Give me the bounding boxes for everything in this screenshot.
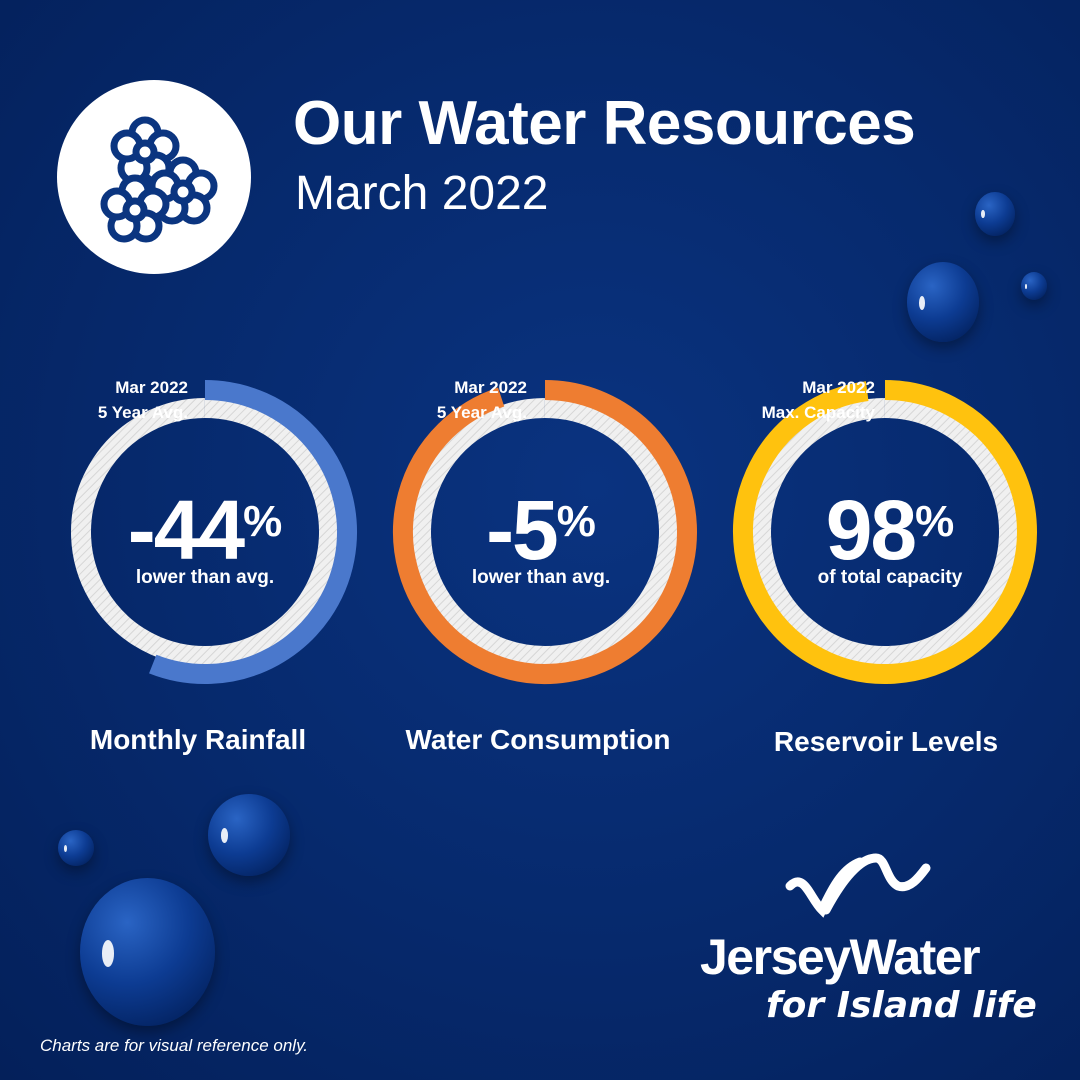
gauge-reference-arc [750, 398, 1019, 666]
gauge-legend-current: Mar 2022 [454, 378, 527, 397]
gauge-title: Water Consumption [405, 724, 671, 755]
gauge-title: Reservoir Levels [773, 726, 999, 757]
brand-tagline: for Island life [766, 985, 1037, 1026]
gauge-value-unit: % [556, 497, 596, 546]
gauge-legend-reference: Max. Capacity [761, 403, 875, 422]
disclaimer-note: Charts are for visual reference only. [40, 1036, 309, 1055]
page-subtitle: March 2022 [295, 167, 549, 220]
flowers-icon [100, 116, 218, 243]
header-logo-circle [57, 80, 251, 274]
gauge-caption: lower than avg. [471, 567, 611, 588]
gauge-value-unit: % [915, 497, 955, 546]
gauge-value-number: -5 [486, 483, 559, 577]
gauge-reference-arc [70, 398, 339, 666]
gauge-value-number: -44 [127, 483, 245, 577]
page-title: Our Water Resources [293, 89, 916, 158]
gauge-title: Monthly Rainfall [89, 724, 307, 755]
gauge-value-unit: % [243, 497, 283, 546]
water-drop-decoration [208, 794, 290, 876]
gauge-current-arc [393, 380, 697, 684]
water-drop-decoration [975, 192, 1015, 236]
gauge-value: -44% [55, 488, 355, 572]
gauge-legend-reference: 5 Year Avg. [436, 403, 527, 422]
gauge-current-arc [733, 380, 1037, 684]
gauge-legend-current: Mar 2022 [802, 378, 875, 397]
wave-logo-icon [785, 853, 931, 918]
gauge-value: -5% [391, 488, 691, 572]
water-drop-decoration [1021, 272, 1047, 300]
brand-name: JerseyWater [700, 929, 981, 985]
gauge-legend-reference: 5 Year Avg. [97, 403, 188, 422]
gauge-legend-current: Mar 2022 [115, 378, 188, 397]
gauge-current-arc [149, 380, 357, 684]
gauge-caption: of total capacity [817, 567, 963, 588]
gauge-value-number: 98 [825, 483, 917, 577]
gauge-caption: lower than avg. [135, 567, 275, 588]
gauge-reference-arc [410, 398, 679, 666]
gauge-value: 98% [740, 488, 1040, 572]
water-drop-decoration [907, 262, 979, 342]
water-drop-decoration [80, 878, 215, 1026]
water-drop-decoration [58, 830, 94, 866]
